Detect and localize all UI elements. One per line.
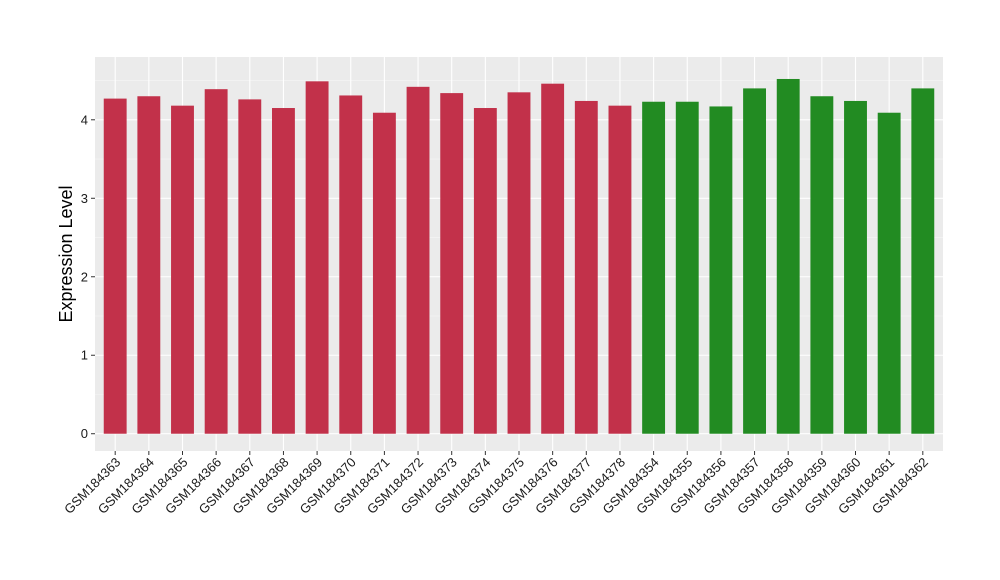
bar bbox=[911, 88, 935, 434]
bar bbox=[137, 96, 161, 434]
bar bbox=[238, 99, 262, 434]
bar bbox=[675, 101, 699, 434]
bar bbox=[171, 105, 194, 434]
bar bbox=[204, 89, 228, 434]
y-tick-label: 3 bbox=[81, 191, 88, 206]
bar bbox=[473, 108, 497, 434]
y-axis: 0 1 2 3 4 bbox=[81, 112, 95, 441]
bar bbox=[776, 78, 800, 434]
y-tick-label: 2 bbox=[81, 269, 88, 284]
x-axis: GSM184363GSM184364GSM184365GSM184366GSM1… bbox=[61, 451, 931, 517]
bar bbox=[305, 81, 329, 434]
y-axis-title: Expression Level bbox=[56, 185, 76, 322]
bar bbox=[339, 95, 363, 434]
y-tick-label: 4 bbox=[81, 112, 88, 127]
bar bbox=[372, 112, 396, 434]
bar bbox=[574, 100, 598, 434]
bar bbox=[709, 106, 733, 434]
bar bbox=[642, 101, 666, 434]
bar bbox=[507, 92, 531, 434]
bar bbox=[440, 93, 464, 434]
bar bbox=[844, 100, 867, 434]
bar bbox=[810, 96, 834, 434]
bar bbox=[608, 105, 632, 434]
bar bbox=[272, 108, 295, 434]
bar bbox=[877, 112, 901, 434]
bar bbox=[406, 86, 430, 434]
bar bbox=[103, 98, 127, 434]
bar bbox=[541, 83, 565, 434]
bar bbox=[743, 88, 766, 434]
y-tick-label: 0 bbox=[81, 426, 88, 441]
y-tick-label: 1 bbox=[81, 348, 88, 363]
bars bbox=[103, 78, 935, 434]
